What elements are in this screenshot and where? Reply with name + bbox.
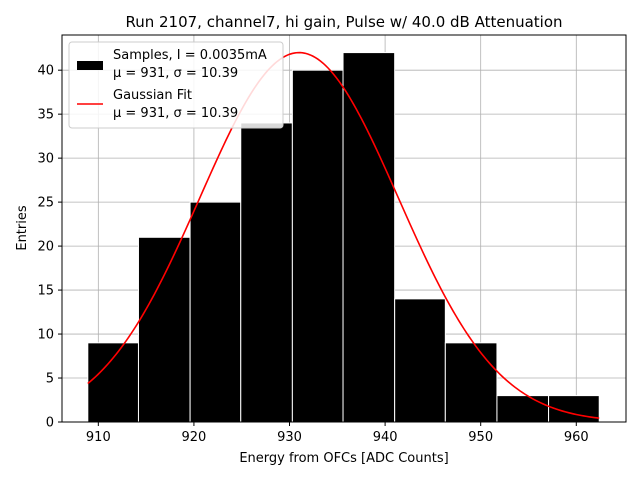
- y-tick-label: 10: [37, 328, 54, 343]
- x-tick-label: 940: [373, 430, 398, 445]
- x-axis-ticks: 910 920 930 940 950 960: [86, 422, 589, 445]
- y-tick-label: 35: [37, 108, 54, 123]
- y-tick-label: 0: [46, 416, 54, 431]
- histogram-bar-7: [394, 298, 446, 423]
- gaussian-fit-line: [87, 51, 600, 419]
- histogram-bar-4: [240, 122, 293, 423]
- legend: Samples, I = 0.0035mA μ = 931, σ = 10.39…: [68, 41, 284, 129]
- legend-fit-stats: μ = 931, σ = 10.39: [113, 106, 238, 121]
- y-tick-label: 25: [37, 196, 54, 211]
- legend-samples-stats: μ = 931, σ = 10.39: [113, 66, 238, 81]
- histogram-bar-9: [496, 395, 550, 423]
- chart-title: Run 2107, channel7, hi gain, Pulse w/ 40…: [125, 13, 562, 31]
- y-axis-label: Entries: [15, 205, 30, 251]
- histogram-bar-8: [444, 342, 498, 423]
- histogram-bar-2: [137, 236, 191, 423]
- histogram-bars: [87, 52, 600, 423]
- x-tick-label: 930: [277, 430, 302, 445]
- legend-box: [68, 41, 284, 129]
- x-tick-label: 910: [86, 430, 111, 445]
- x-tick-label: 950: [468, 430, 493, 445]
- histogram-bar-3: [189, 201, 242, 423]
- x-axis-label: Energy from OFCs [ADC Counts]: [239, 451, 448, 466]
- y-tick-label: 40: [37, 64, 54, 79]
- x-tick-label: 920: [182, 430, 207, 445]
- legend-fit-label: Gaussian Fit: [113, 88, 192, 103]
- legend-samples-label: Samples, I = 0.0035mA: [113, 48, 267, 63]
- legend-samples-patch: [77, 61, 103, 70]
- histogram-bar-1: [87, 342, 139, 423]
- y-tick-label: 5: [46, 372, 54, 387]
- histogram-bar-6: [342, 52, 396, 423]
- y-tick-label: 20: [37, 240, 54, 255]
- x-tick-label: 960: [564, 430, 589, 445]
- histogram-bar-5: [291, 69, 344, 423]
- y-tick-label: 30: [37, 152, 54, 167]
- y-tick-label: 15: [37, 284, 54, 299]
- plot-frame: [61, 34, 627, 423]
- y-axis-ticks: 0 5 10 15 20 25 30 35 40: [37, 64, 62, 431]
